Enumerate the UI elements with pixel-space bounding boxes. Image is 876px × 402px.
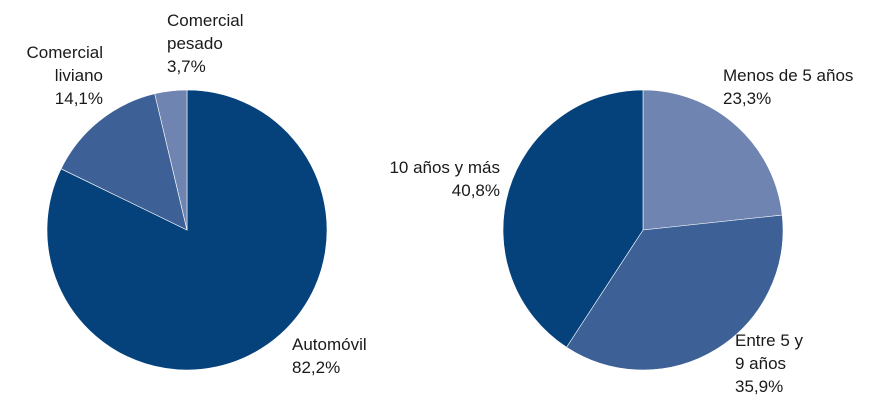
slice-label: Entre 5 y 9 años 35,9% bbox=[735, 329, 810, 398]
value-label: 14,1% bbox=[54, 89, 103, 108]
value-label: 3,7% bbox=[167, 57, 206, 76]
category-label: 10 años y más bbox=[389, 158, 500, 177]
value-label: 35,9% bbox=[735, 377, 784, 396]
category-label: Automóvil bbox=[292, 335, 367, 354]
value-label: 23,3% bbox=[723, 89, 772, 108]
slice-label: 10 años y más 40,8% bbox=[360, 156, 500, 202]
pie-slice bbox=[642, 89, 783, 231]
pie-slice bbox=[154, 89, 188, 231]
category-label: Comercial pesado bbox=[167, 11, 244, 53]
category-label: Comercial liviano bbox=[26, 43, 103, 85]
category-label: Entre 5 y 9 años bbox=[735, 331, 804, 373]
pie-slice bbox=[502, 89, 644, 348]
slice-label: Comercial liviano 14,1% bbox=[8, 41, 103, 110]
pie-slice bbox=[566, 214, 784, 371]
slice-label: Automóvil 82,2% bbox=[292, 333, 412, 379]
value-label: 40,8% bbox=[451, 181, 500, 200]
value-label: 82,2% bbox=[292, 358, 341, 377]
slice-label: Menos de 5 años 23,3% bbox=[723, 64, 876, 110]
slice-label: Comercial pesado 3,7% bbox=[167, 9, 257, 78]
pie-slice bbox=[60, 93, 188, 231]
category-label: Menos de 5 años bbox=[723, 66, 854, 85]
